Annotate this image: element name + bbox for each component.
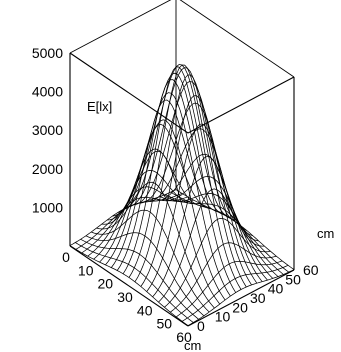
x-tick-label: 60 [176,329,192,345]
box-edge-front-top-left [69,52,189,134]
box-edge-bottom-x [69,245,189,327]
z-tick-label: 4000 [32,84,63,100]
mesh-line-constant-x [170,242,277,313]
z-axis-label: E[lx] [87,99,112,114]
mesh-line-constant-x [75,192,183,250]
box-edge-back-top-right [179,0,295,78]
x-tick-label: 40 [137,302,153,318]
mesh-line-constant-x [116,79,224,271]
x-tick-label: 20 [98,276,114,292]
y-tick-label: 10 [215,309,231,325]
box-edge-front-top-right [187,76,295,134]
y-tick-label: 60 [303,262,319,278]
y-tick-label: 20 [232,299,248,315]
x-axis-unit-label: cm [184,338,201,352]
mesh-line-constant-x [187,269,295,326]
mesh-line-constant-x [158,188,265,303]
z-tick-label: 1000 [32,199,63,215]
mesh-line-constant-x [181,264,289,322]
surface-mesh [69,64,295,326]
x-tick-label: 30 [117,289,133,305]
mesh-line-constant-x [146,123,253,292]
mesh-line-constant-y [75,242,194,323]
mesh-line-constant-y [138,102,258,284]
mesh-line-constant-x [152,156,259,298]
x-tick-label: 0 [62,249,70,265]
mesh-line-constant-x [87,186,194,257]
x-tick-label: 10 [78,262,94,278]
box-edge-back-top-left [69,0,172,54]
y-tick-label: 40 [268,281,284,297]
mesh-line-constant-x [140,95,247,287]
mesh-line-constant-x [105,124,212,266]
mesh-line-constant-y [175,189,295,270]
mesh-line-constant-x [81,196,188,254]
z-tick-label: 2000 [32,161,63,177]
plot-box-front-edges [69,52,295,327]
y-tick-label: 0 [197,318,205,334]
mesh-line-constant-x [99,148,206,263]
axis-tick-labels: 1000200030004000500001020304050600102030… [32,45,319,345]
x-tick-label: 50 [157,316,173,332]
mesh-line-constant-x [122,66,230,274]
y-axis-unit-label: cm [317,226,334,241]
z-tick-label: 5000 [32,45,63,61]
y-tick-label: 30 [250,290,266,306]
mesh-line-constant-x [175,260,283,318]
mesh-line-constant-x [164,218,271,308]
mesh-line-constant-x [128,64,236,278]
box-edge-bottom-y [187,269,295,327]
y-tick-label: 50 [285,271,301,287]
z-tick-label: 3000 [32,122,63,138]
